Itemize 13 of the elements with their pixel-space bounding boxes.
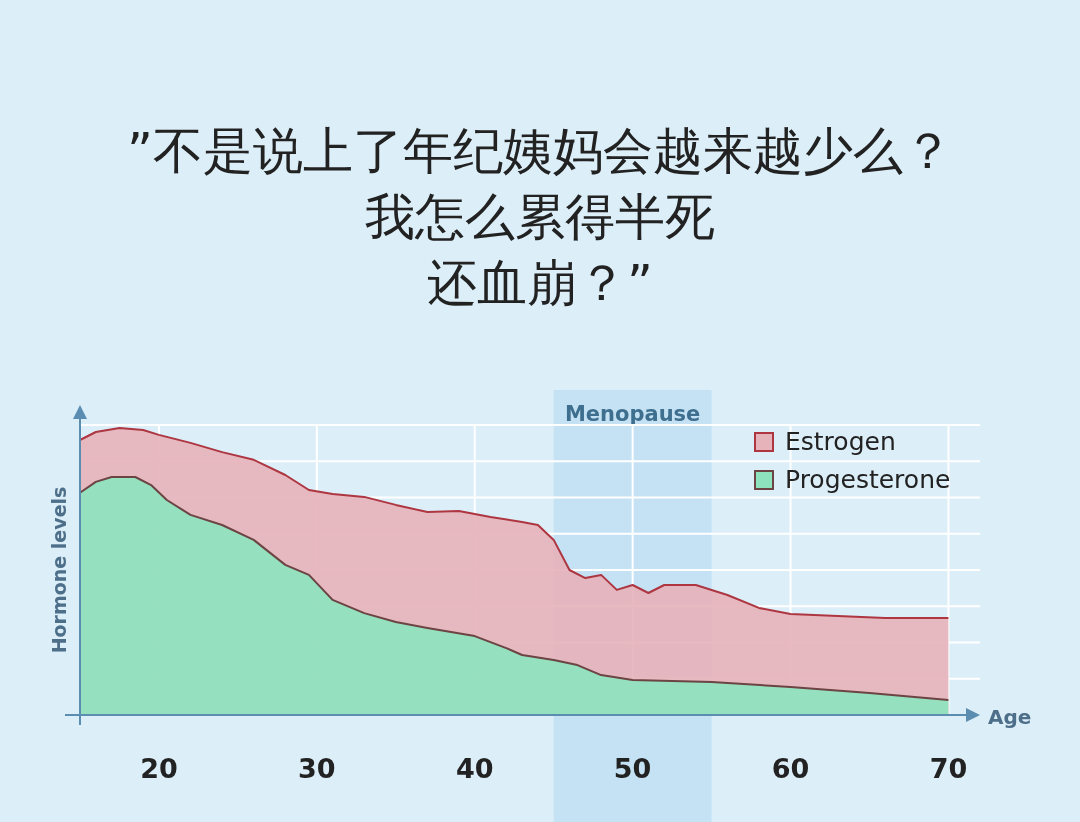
x-tick-label: 30: [298, 753, 336, 784]
x-tick-label: 60: [771, 753, 810, 784]
y-axis-title: Hormone levels: [48, 486, 70, 654]
legend-label: Progesterone: [785, 465, 951, 494]
chart-title: ”不是说上了年纪姨妈会越来越少么？: [126, 121, 954, 182]
band-label: Menopause: [564, 402, 701, 426]
x-tick-label: 40: [455, 753, 494, 784]
legend-label: Estrogen: [785, 427, 896, 456]
x-axis-title: Age: [988, 705, 1032, 729]
chart-subtitle: 我怎么累得半死还血崩？”: [364, 187, 716, 314]
x-tick-label: 50: [613, 753, 652, 784]
x-tick-label: 20: [140, 753, 178, 784]
x-tick-label: 70: [929, 753, 968, 784]
